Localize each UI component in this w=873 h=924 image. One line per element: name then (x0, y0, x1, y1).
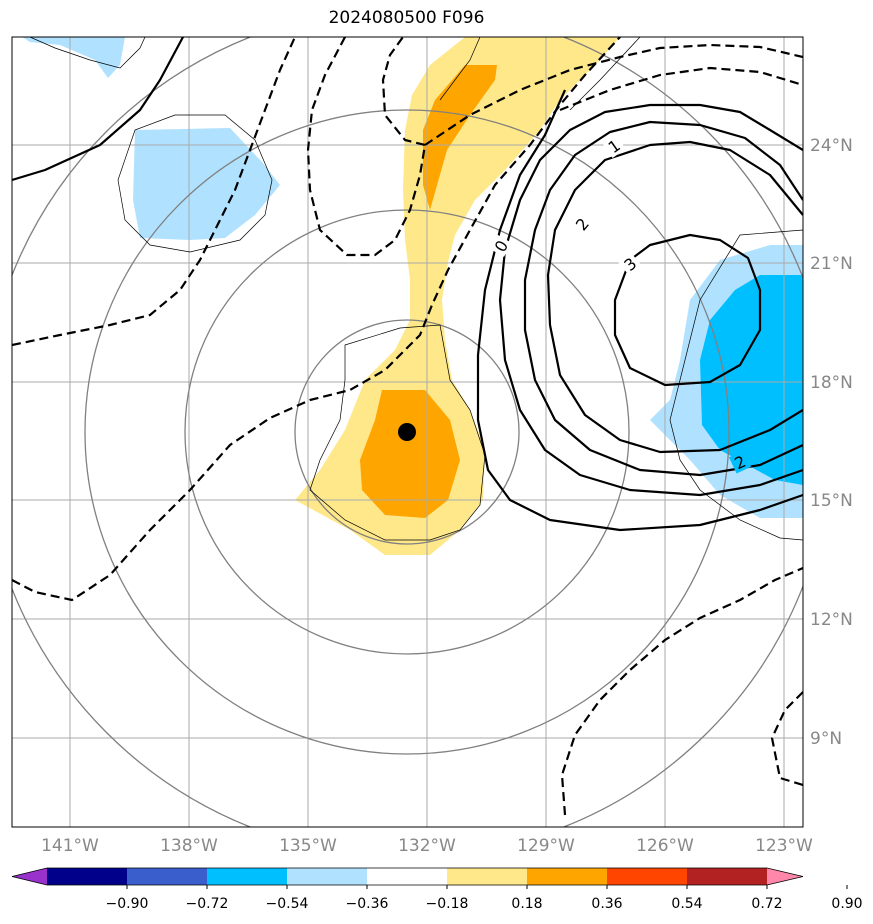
dashed-contour-west-outer (12, 37, 297, 347)
colorbar-segment (127, 868, 208, 885)
colorbar-segment (287, 868, 368, 885)
dashed-contour-trough-upper (306, 37, 427, 257)
lat-label: 18°N (810, 373, 853, 393)
positive-anomaly-strong-north (423, 65, 497, 210)
colorbar-segment (447, 868, 528, 885)
colorbar-tick-label: −0.90 (106, 896, 149, 912)
lon-label: 126°W (636, 836, 694, 856)
lon-axis-labels: 141°W 138°W 135°W 132°W 129°W 126°W 123°… (41, 836, 813, 856)
lon-label: 141°W (41, 836, 99, 856)
colorbar-segment (527, 868, 608, 885)
positive-anomaly-strong-south (360, 390, 460, 518)
dashed-contour-southeast (560, 566, 803, 816)
colorbar-segment (607, 868, 688, 885)
dashed-contour-southeast-2 (770, 691, 803, 787)
colorbar-tick-label: 0.90 (831, 896, 862, 912)
dashed-contour-northeast (424, 43, 803, 146)
colorbar-tick-label: 0.54 (671, 896, 702, 912)
colorbar: −0.90 −0.72 −0.54 −0.36 −0.18 0.18 0.36 0.54 0.7… (11, 867, 863, 912)
colorbar-segment (47, 868, 128, 885)
lon-label: 135°W (279, 836, 337, 856)
dashed-contour-northeast-2 (559, 66, 803, 112)
range-rings (12, 37, 803, 827)
colorbar-extend-high (767, 868, 803, 885)
plot-frame (11, 36, 804, 828)
negative-anomaly-light-west (133, 128, 280, 240)
lat-axis-labels: 24°N 21°N 18°N 15°N 12°N 9°N (810, 136, 853, 749)
lon-label: 123°W (755, 836, 813, 856)
colorbar-tick-label: 0.72 (751, 896, 782, 912)
colorbar-segment (687, 868, 768, 885)
colorbar-tick-label: −0.18 (426, 896, 469, 912)
lat-label: 24°N (810, 136, 853, 156)
lon-label: 132°W (398, 836, 456, 856)
lat-label: 12°N (810, 610, 853, 630)
graticule (12, 37, 803, 827)
colorbar-tick-label: −0.54 (266, 896, 309, 912)
shading-outlines (29, 37, 803, 541)
storm-center-marker[interactable] (398, 423, 416, 441)
colorbar-tick-label: 0.36 (591, 896, 622, 912)
contour-labels: 0 1 2 3 2 (488, 134, 752, 474)
colorbar-tick-label: 0.18 (511, 896, 542, 912)
contour-west (12, 37, 184, 182)
negative-anomaly-light-nw (22, 37, 125, 78)
contour-2b (546, 140, 803, 454)
dashed-contours (12, 37, 803, 816)
colorbar-segment (207, 868, 288, 885)
lat-label: 21°N (810, 254, 853, 274)
anomaly-shading (22, 37, 803, 555)
map-plot-area: 0 1 2 3 2 (12, 37, 803, 827)
contour-2 (523, 120, 803, 477)
contour-3 (613, 233, 762, 387)
colorbar-outline (11, 867, 804, 886)
lat-label: 15°N (810, 491, 853, 511)
lat-label: 9°N (810, 729, 842, 749)
contour-0 (476, 89, 803, 532)
colorbar-extend-low (12, 868, 47, 885)
solid-contours (12, 37, 803, 532)
map-title: 2024080500 F096 (328, 8, 485, 28)
negative-anomaly-strong-east (700, 275, 803, 485)
lon-label: 138°W (160, 836, 218, 856)
lon-label: 129°W (517, 836, 575, 856)
colorbar-segment (367, 868, 448, 885)
colorbar-tick-label: −0.72 (186, 896, 229, 912)
colorbar-tick-label: −0.36 (346, 896, 389, 912)
